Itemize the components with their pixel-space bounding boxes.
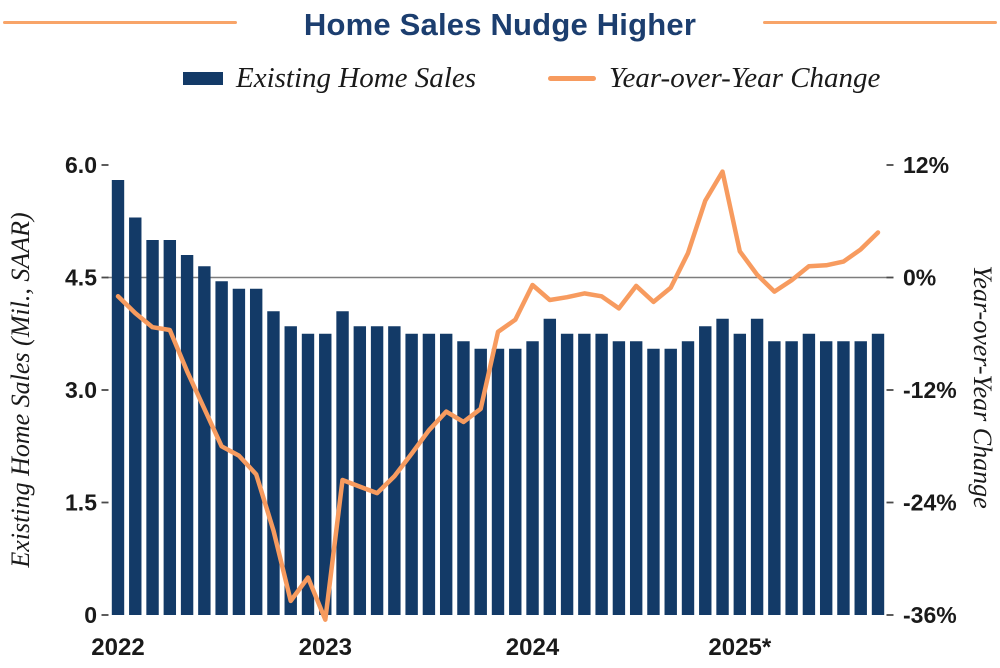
x-axis-year-label: 2024 (506, 634, 560, 661)
right-axis-tick-label: -24% (903, 490, 957, 516)
bar (733, 333, 747, 615)
bar (716, 318, 729, 615)
x-axis-year-label: 2022 (91, 634, 144, 661)
left-axis-tick-label: 0 (84, 602, 97, 628)
bar (353, 326, 367, 615)
bar (802, 333, 816, 615)
bars-existing-home-sales (111, 180, 885, 615)
bar (768, 341, 781, 615)
bar (785, 341, 798, 615)
bar (198, 266, 211, 615)
bar (267, 311, 280, 615)
bar (474, 348, 487, 615)
bar (439, 333, 453, 615)
bar (370, 326, 384, 615)
left-axis-tick-label: 4.5 (65, 265, 97, 291)
left-axis-tick-label: 6.0 (65, 152, 97, 178)
bar (681, 341, 695, 615)
bar (232, 288, 246, 615)
line-year-over-year-change (115, 169, 881, 622)
bar (509, 348, 522, 615)
x-axis-year-label: 2023 (299, 634, 352, 661)
bar (422, 333, 436, 615)
bar (336, 311, 349, 615)
legend-bar-label: Existing Home Sales (236, 62, 477, 94)
bar (388, 326, 401, 615)
legend-bar-swatch-icon (183, 71, 223, 85)
bar (560, 333, 574, 615)
bar (301, 333, 315, 615)
bar (578, 333, 591, 615)
bar (612, 341, 626, 615)
bar (837, 341, 850, 615)
bar (163, 240, 177, 615)
bar (750, 318, 764, 615)
bar (129, 217, 142, 615)
bar (405, 333, 418, 615)
bar (647, 348, 660, 615)
legend-line-swatch-icon (548, 75, 597, 81)
bar (871, 333, 885, 615)
bar (629, 341, 643, 615)
right-axis-tick-label: -12% (903, 377, 957, 403)
right-axis-tick-label: 0% (903, 265, 936, 291)
left-axis-tick-label: 3.0 (65, 377, 97, 403)
bar (699, 326, 712, 615)
bar (284, 326, 297, 615)
x-axis-year-labels: 2022 2023 2024 2025* (91, 634, 772, 661)
right-axis-tick-label: -36% (903, 602, 957, 628)
legend-line-label: Year-over-Year Change (609, 62, 881, 94)
bar (854, 341, 867, 615)
bar (319, 333, 332, 615)
page-title: Home Sales Nudge Higher (303, 7, 697, 42)
bar (146, 240, 159, 615)
x-axis-year-label: 2025* (708, 634, 771, 661)
bar (111, 180, 125, 615)
right-axis-tick-label: 12% (903, 152, 949, 178)
left-axis-ticks: 6.0 4.5 3.0 1.5 0 (65, 152, 109, 628)
bar (526, 341, 539, 615)
bar (491, 348, 505, 615)
right-axis-ticks: 12% 0% -12% -24% -36% (886, 152, 957, 628)
bar (664, 348, 677, 615)
legend: Existing Home Sales Year-over-Year Chang… (183, 58, 880, 98)
left-axis-tick-label: 1.5 (65, 490, 97, 516)
bar (543, 318, 557, 615)
title-rule-left-decoration (3, 21, 237, 24)
bar (249, 288, 263, 615)
bar (595, 333, 608, 615)
bar (180, 255, 194, 615)
bar (457, 341, 470, 615)
bar (819, 341, 833, 615)
title-rule-right-decoration (763, 21, 997, 24)
